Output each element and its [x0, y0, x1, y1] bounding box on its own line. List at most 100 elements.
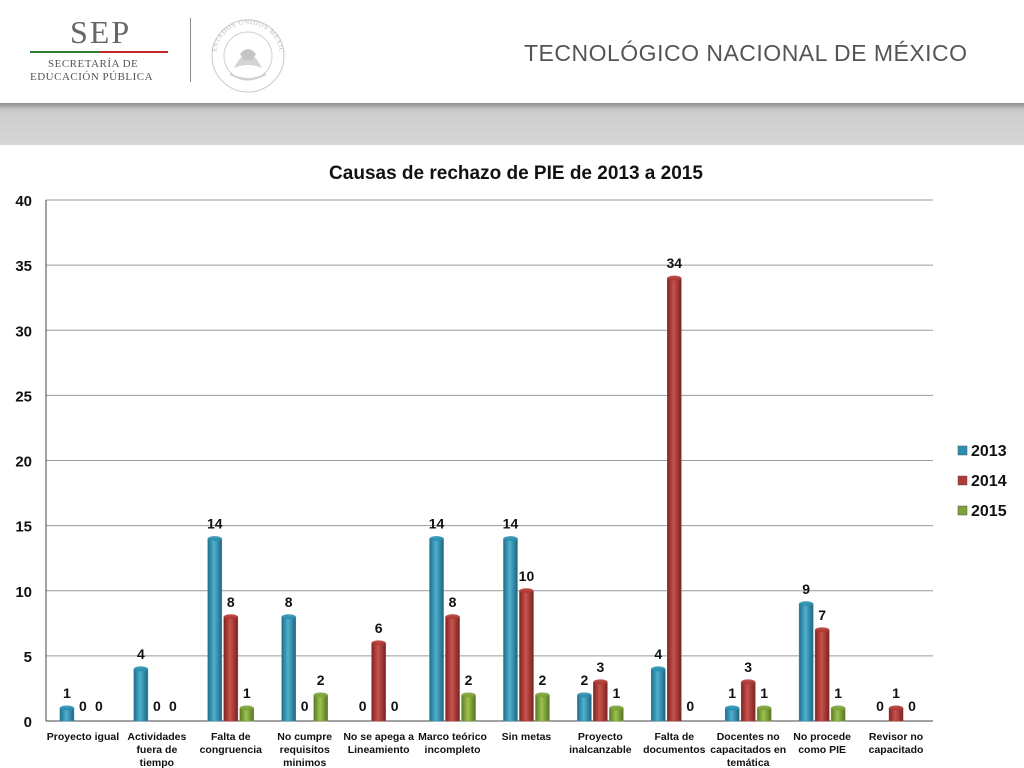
bar [798, 603, 814, 722]
bar [535, 694, 550, 722]
x-tick-label: Sin metas [502, 731, 552, 743]
bar [593, 681, 608, 722]
data-label: 6 [375, 620, 383, 636]
x-tick-label: incompleto [425, 744, 481, 756]
data-label: 2 [465, 672, 473, 688]
legend-swatch [957, 505, 968, 516]
data-label: 1 [892, 685, 900, 701]
data-label: 1 [728, 685, 736, 701]
x-tick-label: documentos [643, 744, 706, 756]
x-tick-label: Marco teórico [418, 731, 487, 743]
data-label: 0 [153, 698, 161, 714]
bar [429, 538, 444, 722]
sep-logo-line2: EDUCACIÓN PÚBLICA [30, 71, 154, 83]
x-tick-label: Actividades [127, 731, 186, 743]
x-tick-label: tiempo [140, 757, 174, 768]
bar [740, 681, 756, 722]
bar [503, 538, 518, 722]
data-label: 0 [359, 698, 367, 714]
bar-cap [207, 536, 222, 542]
bar [133, 668, 149, 722]
bar [313, 694, 328, 722]
sep-logo-title: SEP [70, 14, 132, 50]
y-tick-label: 20 [15, 454, 32, 471]
data-label: 2 [317, 672, 325, 688]
bar-cap [741, 679, 756, 685]
bar-cap [889, 705, 904, 711]
bar-cap [461, 692, 476, 698]
seal-text: ESTADOS UNIDOS MEXICANOS [206, 14, 285, 54]
bar-cap [59, 705, 74, 711]
x-tick-label: minimos [283, 757, 326, 768]
bar-cap [223, 614, 238, 620]
x-tick-label: Lineamiento [348, 744, 410, 756]
data-label: 1 [612, 685, 620, 701]
legend-label: 2014 [971, 473, 1007, 490]
sep-logo-rule [30, 51, 168, 53]
legend-swatch [957, 445, 968, 456]
data-label: 0 [908, 698, 916, 714]
data-label: 2 [539, 672, 547, 688]
bar-cap [133, 666, 148, 672]
x-tick-label: Docentes no [717, 731, 780, 743]
data-label: 10 [519, 568, 535, 584]
y-tick-label: 35 [15, 258, 32, 275]
header-band [0, 103, 1024, 145]
data-label: 1 [760, 685, 768, 701]
data-label: 34 [667, 255, 683, 271]
bar-cap [519, 588, 534, 594]
bar-cap [815, 627, 830, 633]
data-label: 8 [285, 594, 293, 610]
data-label: 0 [391, 698, 399, 714]
legend-label: 2015 [971, 503, 1007, 520]
x-tick-label: Falta de [211, 731, 251, 743]
bar-cap [535, 692, 550, 698]
x-tick-label: requisitos [280, 744, 330, 756]
bar-cap [239, 705, 254, 711]
y-tick-label: 30 [15, 323, 32, 340]
bar-cap [609, 705, 624, 711]
data-label: 0 [95, 698, 103, 714]
bar-cap [725, 705, 740, 711]
x-tick-label: congruencia [200, 744, 263, 756]
bar [651, 668, 666, 722]
bar-cap [445, 614, 460, 620]
data-label: 9 [802, 581, 810, 597]
sep-logo-line1: SECRETARÍA DE [48, 58, 139, 70]
data-label: 0 [301, 698, 309, 714]
x-tick-label: capacitado [869, 744, 924, 756]
data-label: 1 [834, 685, 842, 701]
x-tick-label: como PIE [798, 744, 846, 756]
legend-label: 2013 [971, 443, 1007, 460]
bar [223, 616, 239, 722]
bar [461, 694, 476, 722]
data-label: 4 [137, 646, 145, 662]
bar-cap [667, 275, 682, 281]
bar [371, 642, 386, 722]
data-label: 8 [227, 594, 235, 610]
mexico-seal-icon: ESTADOS UNIDOS MEXICANOS [206, 14, 286, 93]
bar-cap [593, 679, 608, 685]
data-label: 0 [876, 698, 884, 714]
data-label: 8 [449, 594, 457, 610]
data-label: 14 [503, 516, 519, 532]
data-label: 14 [429, 516, 445, 532]
bar-cap [281, 614, 296, 620]
bar-cap [831, 705, 846, 711]
data-label: 2 [580, 672, 588, 688]
y-tick-label: 25 [15, 388, 32, 405]
legend-swatch [957, 475, 968, 486]
y-tick-label: 40 [15, 193, 32, 210]
bar [445, 616, 460, 722]
bar-cap [429, 536, 444, 542]
x-tick-label: No cumpre [277, 731, 332, 743]
x-tick-label: Proyecto igual [47, 731, 119, 743]
bar-cap [313, 692, 328, 698]
y-tick-label: 0 [24, 714, 32, 731]
svg-text:ESTADOS UNIDOS MEXICANOS: ESTADOS UNIDOS MEXICANOS [206, 14, 286, 54]
x-tick-label: No se apega a [343, 731, 414, 743]
bar [814, 629, 830, 722]
y-tick-label: 15 [15, 519, 32, 536]
header-band-shadow [0, 103, 1024, 109]
bar [519, 590, 534, 722]
